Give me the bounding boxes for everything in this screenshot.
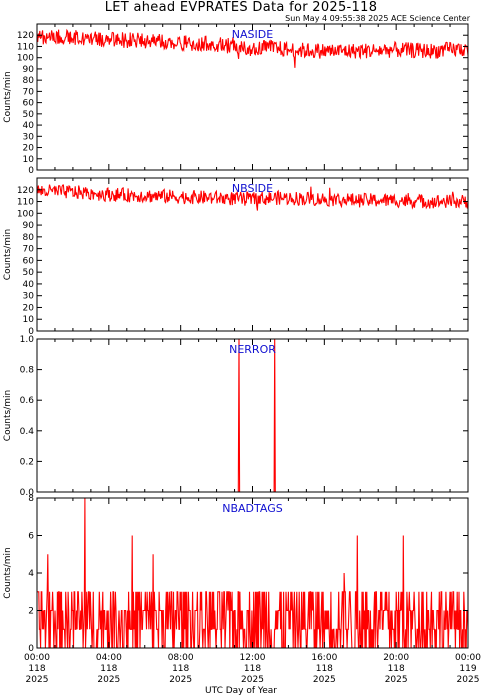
y-axis-label: Counts/min	[3, 390, 13, 441]
chart-subtitle: Sun May 4 09:55:38 2025 ACE Science Cent…	[285, 14, 470, 23]
x-tick-label: 2025	[457, 675, 480, 685]
series-line	[36, 184, 469, 211]
y-tick-label: 50	[23, 268, 35, 278]
y-tick-label: 120	[17, 186, 34, 196]
y-tick-label: 50	[23, 110, 35, 120]
y-axis-label: Counts/min	[3, 229, 13, 280]
y-tick-label: 0.8	[20, 366, 35, 376]
y-tick-label: 20	[23, 303, 35, 313]
y-tick-label: 60	[23, 256, 35, 266]
y-axis-label: Counts/min	[3, 547, 13, 598]
x-tick-label: 16:00	[311, 653, 337, 663]
y-tick-label: 0.2	[20, 457, 34, 467]
panel-title: NASIDE	[232, 28, 273, 41]
x-tick-label: 04:00	[96, 653, 122, 663]
y-tick-label: 0.4	[20, 427, 35, 437]
x-tick-label: 2025	[26, 675, 49, 685]
x-tick-label: 118	[388, 664, 405, 674]
y-tick-label: 10	[23, 155, 35, 165]
y-tick-label: 80	[23, 76, 35, 86]
x-tick-label: 12:00	[240, 653, 266, 663]
y-tick-label: 30	[23, 132, 35, 142]
x-tick-label: 118	[28, 664, 45, 674]
y-tick-label: 70	[23, 245, 35, 255]
y-tick-label: 4	[28, 569, 34, 579]
series-line	[37, 338, 468, 493]
x-tick-label: 00:00	[24, 653, 50, 663]
x-tick-label: 118	[244, 664, 261, 674]
y-tick-label: 110	[17, 198, 34, 208]
x-tick-label: 2025	[97, 675, 120, 685]
x-tick-label: 00:00	[455, 653, 481, 663]
x-tick-label: 119	[459, 664, 476, 674]
panel-title: NBSIDE	[232, 182, 273, 195]
y-tick-label: 40	[23, 280, 35, 290]
series-line	[37, 497, 469, 649]
chart-title: LET ahead EVPRATES Data for 2025-118	[104, 0, 378, 15]
x-tick-label: 2025	[241, 675, 264, 685]
y-tick-label: 0	[28, 166, 34, 176]
y-tick-label: 100	[17, 209, 34, 219]
y-tick-label: 6	[28, 532, 34, 542]
y-tick-label: 70	[23, 87, 35, 97]
y-axis-label: Counts/min	[3, 71, 13, 122]
x-tick-label: 118	[172, 664, 189, 674]
y-tick-label: 1.0	[20, 335, 35, 345]
y-tick-label: 100	[17, 54, 34, 64]
x-tick-label: 118	[316, 664, 333, 674]
panel-title: NERROR	[229, 343, 276, 356]
y-tick-label: 0.0	[20, 488, 35, 498]
panel-title: NBADTAGS	[222, 502, 282, 515]
x-tick-label: 2025	[385, 675, 408, 685]
y-tick-label: 0	[28, 644, 34, 654]
y-tick-label: 8	[28, 494, 34, 504]
y-tick-label: 30	[23, 292, 35, 302]
series-line	[36, 28, 469, 68]
x-tick-label: 2025	[313, 675, 336, 685]
y-tick-label: 40	[23, 121, 35, 131]
panel-frame	[36, 338, 469, 493]
x-tick-label: 118	[100, 664, 117, 674]
x-axis-label: UTC Day of Year	[205, 686, 277, 696]
y-tick-label: 60	[23, 99, 35, 109]
y-tick-label: 110	[17, 42, 34, 52]
x-tick-label: 20:00	[383, 653, 409, 663]
y-tick-label: 120	[17, 31, 34, 41]
y-tick-label: 0	[28, 327, 34, 337]
y-tick-label: 90	[23, 65, 35, 75]
x-tick-label: 2025	[169, 675, 192, 685]
y-tick-label: 90	[23, 221, 35, 231]
y-tick-label: 2	[28, 607, 34, 617]
x-tick-label: 08:00	[168, 653, 194, 663]
y-tick-label: 10	[23, 315, 35, 325]
y-tick-label: 0.6	[20, 396, 35, 406]
y-tick-label: 20	[23, 144, 35, 154]
y-tick-label: 80	[23, 233, 35, 243]
